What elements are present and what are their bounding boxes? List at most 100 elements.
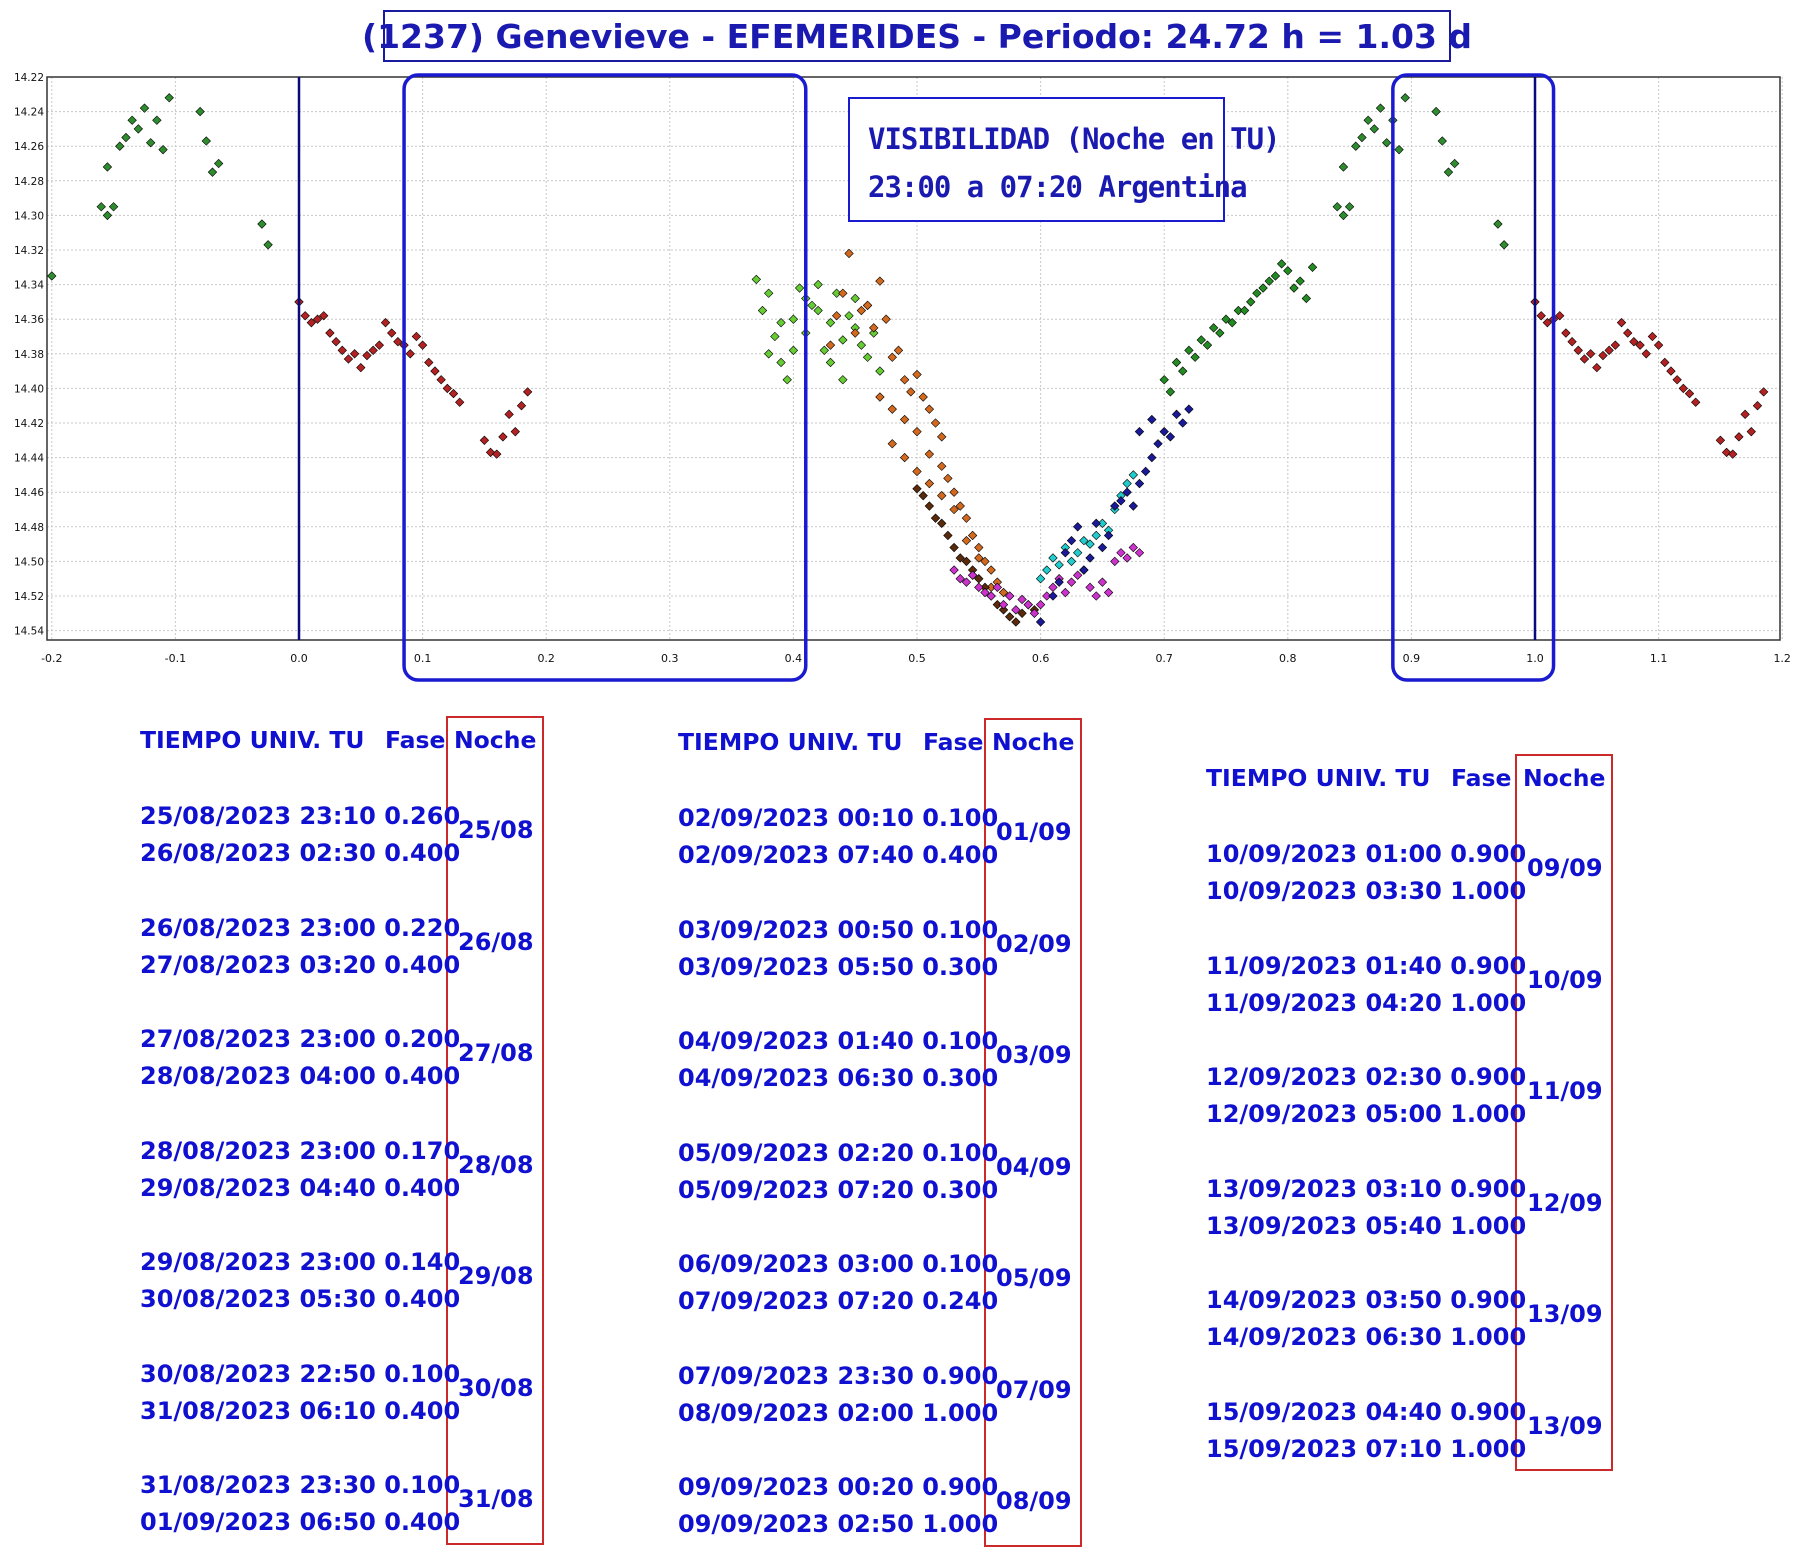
data-point	[510, 426, 520, 437]
night-label: 12/09	[1527, 1188, 1603, 1217]
data-point	[430, 366, 440, 376]
data-point	[1449, 158, 1460, 169]
table-row-start: 26/08/2023 23:00 0.220	[140, 913, 461, 942]
x-tick-labels: -0.2 -0.1 0.0 0.1 0.2 0.3 0.4 0.5 0.6 0.7 0.8 0.9 1.…	[41, 652, 1791, 665]
data-point	[1684, 388, 1695, 399]
data-point	[955, 501, 965, 511]
data-point	[1592, 362, 1602, 373]
data-point	[1431, 106, 1441, 117]
data-point	[1394, 144, 1404, 155]
x-tick-label: 1.2	[1773, 652, 1791, 665]
data-point	[1184, 345, 1194, 356]
data-point	[1610, 340, 1621, 350]
data-point	[1085, 539, 1095, 549]
data-point	[751, 274, 761, 285]
data-point	[998, 599, 1009, 610]
data-point	[980, 556, 990, 567]
y-tick-label: 14.52	[14, 591, 44, 603]
y-tick-label: 14.30	[14, 210, 44, 222]
data-point	[1672, 375, 1682, 385]
data-point	[856, 340, 867, 350]
data-point	[1140, 466, 1151, 477]
data-point	[1276, 259, 1287, 269]
data-point	[411, 331, 422, 342]
data-point	[127, 115, 137, 125]
data-point	[362, 350, 372, 361]
data-point	[1116, 496, 1126, 506]
data-point	[1604, 345, 1614, 356]
data-point	[1190, 352, 1200, 362]
table-row-start: 04/09/2023 01:40 0.100	[678, 1027, 999, 1055]
table-header-night: Noche	[454, 726, 537, 754]
night-label: 11/09	[1527, 1077, 1603, 1105]
data-point	[1134, 478, 1145, 489]
data-point	[918, 490, 928, 501]
data-point	[1128, 470, 1138, 480]
data-point	[869, 323, 879, 333]
data-point	[1011, 617, 1021, 627]
data-point	[139, 103, 150, 113]
data-point	[1567, 337, 1577, 347]
table-row-start: 11/09/2023 01:40 0.900	[1206, 951, 1527, 980]
data-point	[337, 345, 347, 356]
data-point	[1029, 608, 1040, 618]
data-point	[1239, 305, 1250, 316]
data-point	[1091, 518, 1101, 529]
data-point	[1443, 167, 1454, 177]
data-point	[974, 582, 984, 593]
chart-frame	[46, 76, 1781, 641]
data-point	[380, 317, 391, 328]
data-point	[937, 461, 947, 471]
data-point	[875, 366, 885, 376]
data-point	[1215, 328, 1225, 338]
data-point	[133, 124, 143, 134]
y-tick-label: 14.36	[14, 314, 44, 326]
data-point	[992, 599, 1003, 610]
data-point	[1585, 349, 1596, 359]
data-point	[986, 591, 996, 601]
data-point	[1623, 328, 1633, 338]
data-point	[961, 556, 972, 567]
visibility-windows	[402, 73, 1556, 682]
y-tick-labels: 14.22 14.24 14.26 14.28 14.30 14.32 14.34 14.36…	[14, 72, 44, 638]
x-tick-label: -0.2	[41, 652, 62, 665]
data-point	[1301, 293, 1312, 304]
data-point	[924, 449, 935, 459]
x-tick-label: 0.7	[1155, 652, 1173, 665]
data-point	[1196, 335, 1206, 345]
data-point	[1005, 612, 1015, 622]
data-point	[96, 202, 106, 212]
data-point	[1653, 340, 1664, 350]
data-point	[1066, 535, 1077, 546]
data-point	[943, 530, 953, 541]
x-tick-label: 1.1	[1650, 652, 1668, 665]
table-row-start: 06/09/2023 03:00 0.100	[678, 1250, 999, 1278]
y-tick-label: 14.48	[14, 522, 44, 534]
data-point	[263, 240, 273, 250]
data-point	[949, 542, 959, 553]
table-row-end: 31/08/2023 06:10 0.400	[140, 1396, 461, 1425]
data-point	[912, 426, 922, 437]
y-tick-label: 14.34	[14, 280, 44, 292]
visibility-window	[1391, 73, 1556, 682]
data-point	[949, 487, 959, 497]
night-column-box	[984, 718, 1082, 1547]
data-point	[862, 300, 873, 311]
y-tick-label: 14.40	[14, 383, 44, 395]
x-tick-label: 1.0	[1526, 652, 1544, 665]
table-row-end: 14/09/2023 06:30 1.000	[1206, 1323, 1527, 1351]
data-point	[875, 276, 885, 286]
data-point	[1382, 138, 1392, 148]
data-point	[967, 565, 978, 575]
data-point	[912, 466, 922, 477]
data-point	[1295, 276, 1305, 286]
data-point	[949, 504, 959, 515]
data-point	[961, 535, 972, 546]
data-point	[856, 305, 867, 316]
data-point	[1499, 240, 1509, 250]
data-point	[436, 375, 446, 385]
data-point	[1110, 556, 1120, 567]
table-header-phase: Fase	[385, 726, 446, 754]
table-row-start: 28/08/2023 23:00 0.170	[140, 1136, 461, 1165]
data-point	[1066, 577, 1077, 587]
